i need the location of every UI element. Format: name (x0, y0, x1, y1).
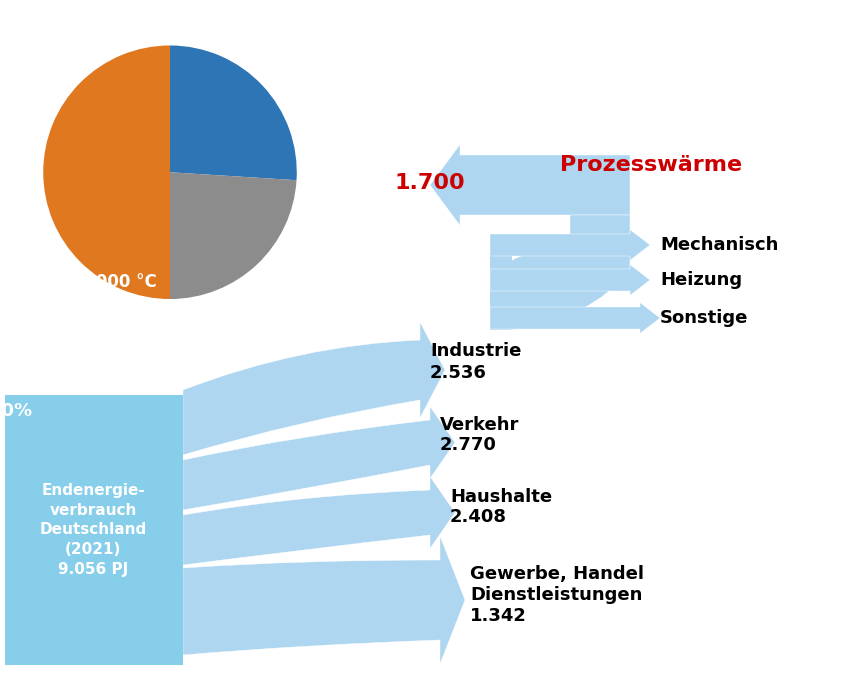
Text: Verkehr
2.770: Verkehr 2.770 (440, 415, 519, 455)
PathPatch shape (183, 407, 455, 510)
Wedge shape (170, 172, 297, 299)
Text: Heizung: Heizung (660, 271, 742, 289)
Text: 1.700: 1.700 (394, 173, 465, 193)
Text: Endenergie-
verbrauch
Deutschland
(2021)
9.056 PJ: Endenergie- verbrauch Deutschland (2021)… (41, 488, 148, 573)
PathPatch shape (490, 229, 650, 260)
Text: 500-1000 °C
26%: 500-1000 °C 26% (43, 274, 157, 312)
FancyBboxPatch shape (5, 395, 183, 665)
Wedge shape (43, 45, 170, 299)
PathPatch shape (183, 322, 445, 455)
Text: Endenergie-
verbrauch
Deutschland
(2021)
9.056 PJ: Endenergie- verbrauch Deutschland (2021)… (39, 483, 147, 577)
PathPatch shape (183, 536, 465, 664)
PathPatch shape (490, 215, 630, 330)
Text: Mechanisch: Mechanisch (660, 236, 779, 254)
FancyBboxPatch shape (5, 395, 183, 665)
PathPatch shape (490, 302, 660, 333)
FancyBboxPatch shape (490, 235, 512, 325)
PathPatch shape (183, 477, 455, 565)
Text: > 1000°C
50%: > 1000°C 50% (0, 381, 59, 420)
Wedge shape (170, 45, 297, 181)
Text: Sonstige: Sonstige (660, 309, 748, 327)
PathPatch shape (490, 265, 650, 296)
Text: Haushalte
2.408: Haushalte 2.408 (450, 488, 552, 526)
Text: Industrie
2.536: Industrie 2.536 (430, 342, 521, 382)
Text: Prozesswärme: Prozesswärme (560, 155, 742, 175)
Text: Gewerbe, Handel
Dienstleistungen
1.342: Gewerbe, Handel Dienstleistungen 1.342 (470, 565, 644, 625)
PathPatch shape (430, 145, 630, 225)
